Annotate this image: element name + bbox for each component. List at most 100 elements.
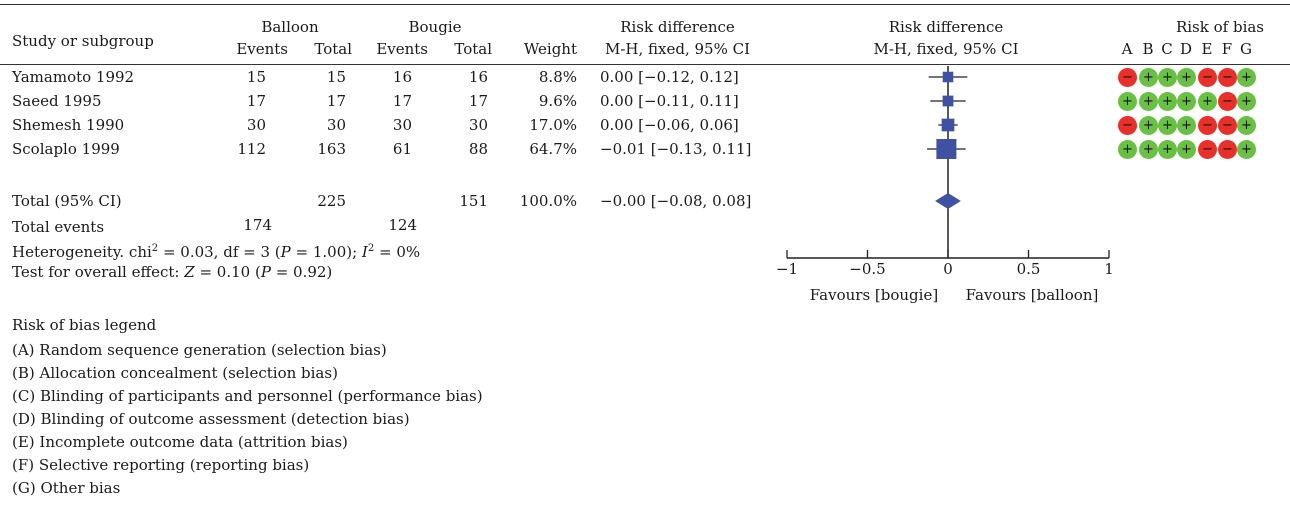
total-weight: 100.0%	[519, 192, 577, 210]
rob-letter-g: G	[1240, 40, 1252, 58]
plot-header-method: M-H, fixed, 95% CI	[873, 40, 1019, 58]
x-tick-label: 0	[943, 260, 953, 278]
study-total-1: 30	[326, 116, 346, 134]
x-tick-label: −1	[775, 260, 799, 278]
rob-dot-g: +	[1237, 68, 1256, 87]
study-ci: 0.00 [−0.12, 0.12]	[600, 68, 739, 86]
rd-header-title: Risk difference	[620, 18, 735, 36]
header-rule	[0, 64, 1290, 65]
rob-legend-title: Risk of bias legend	[12, 316, 157, 334]
rob-legend-item: (D) Blinding of outcome assessment (dete…	[12, 410, 410, 428]
rob-dot-f: −	[1218, 68, 1237, 87]
rob-dot-b: +	[1139, 92, 1158, 111]
rob-dot-f: −	[1218, 92, 1237, 111]
weight-header: Weight	[523, 40, 577, 58]
favours-left-label: Favours [bougie]	[809, 286, 939, 304]
group2-header: Bougie	[408, 18, 462, 36]
group1-header: Balloon	[261, 18, 319, 36]
rob-dot-a: +	[1118, 92, 1137, 111]
rob-dot-f: −	[1218, 140, 1237, 159]
study-total-1: 15	[326, 68, 346, 86]
rob-letter-a: A	[1121, 40, 1133, 58]
study-total-1: 163	[317, 140, 346, 158]
study-total-2: 17	[468, 92, 488, 110]
rob-dot-c: +	[1158, 140, 1177, 159]
rob-letter-f: F	[1221, 40, 1233, 58]
rob-dot-c: +	[1158, 116, 1177, 135]
total-label: Total (95% CI)	[12, 192, 122, 210]
rob-legend-item: (G) Other bias	[12, 479, 121, 497]
study-total-1: 17	[326, 92, 346, 110]
rob-dot-b: +	[1139, 140, 1158, 159]
rob-dot-e: −	[1198, 116, 1217, 135]
rob-dot-g: +	[1237, 140, 1256, 159]
study-events-1: 30	[246, 116, 266, 134]
rob-legend-item: (C) Blinding of participants and personn…	[12, 387, 483, 405]
favours-right-label: Favours [balloon]	[965, 286, 1099, 304]
study-column-header: Study or subgroup	[12, 32, 154, 50]
rob-dot-g: +	[1237, 92, 1256, 111]
study-weight: 8.8%	[538, 68, 577, 86]
rob-dot-a: −	[1118, 68, 1137, 87]
rob-dot-d: +	[1177, 68, 1196, 87]
study-name: Scolaplo 1999	[12, 140, 120, 158]
total-header-1: Total	[314, 40, 352, 58]
rob-dot-c: +	[1158, 68, 1177, 87]
rob-dot-d: +	[1177, 140, 1196, 159]
total-header-2: Total	[454, 40, 492, 58]
total-n1: 225	[317, 192, 346, 210]
events-header-1: Events	[236, 40, 288, 58]
study-weight: 17.0%	[529, 116, 577, 134]
rob-dot-f: −	[1218, 116, 1237, 135]
rob-dot-c: +	[1158, 92, 1177, 111]
study-name: Yamamoto 1992	[12, 68, 135, 86]
study-events-1: 17	[246, 92, 266, 110]
study-events-2: 61	[392, 140, 412, 158]
study-total-2: 16	[468, 68, 488, 86]
study-ci: −0.01 [−0.13, 0.11]	[600, 140, 752, 158]
rob-letter-e: E	[1201, 40, 1213, 58]
rob-letter-c: C	[1161, 40, 1173, 58]
plot-header-title: Risk difference	[888, 18, 1004, 36]
study-total-2: 30	[468, 116, 488, 134]
study-point-estimate	[941, 118, 955, 132]
rob-letter-d: D	[1179, 40, 1193, 58]
x-tick-label: 1	[1104, 260, 1114, 278]
study-events-1: 15	[246, 68, 266, 86]
rob-header-title: Risk of bias	[1175, 18, 1265, 36]
rob-legend-item: (B) Allocation concealment (selection bi…	[12, 364, 338, 382]
rob-legend-item: (F) Selective reporting (reporting bias)	[12, 456, 310, 474]
rob-dot-b: +	[1139, 116, 1158, 135]
overall-effect-text: Test for overall effect: Z = 0.10 (P = 0…	[12, 263, 333, 281]
rob-dot-d: +	[1177, 92, 1196, 111]
study-total-2: 88	[468, 140, 488, 158]
study-events-2: 30	[392, 116, 412, 134]
total-events-1: 174	[243, 216, 272, 234]
study-weight: 64.7%	[529, 140, 577, 158]
rob-dot-b: +	[1139, 68, 1158, 87]
total-n2: 151	[459, 192, 488, 210]
top-rule	[0, 4, 1290, 5]
heterogeneity-text: Heterogeneity. chi2 = 0.03, df = 3 (P = …	[12, 243, 421, 261]
rob-dot-a: +	[1118, 140, 1137, 159]
rd-header-method: M-H, fixed, 95% CI	[604, 40, 751, 58]
total-events-2: 124	[388, 216, 417, 234]
rob-legend-item: (E) Incomplete outcome data (attrition b…	[12, 433, 348, 451]
rob-dot-e: −	[1198, 68, 1217, 87]
events-header-2: Events	[376, 40, 428, 58]
study-events-2: 16	[392, 68, 412, 86]
rob-legend-item: (A) Random sequence generation (selectio…	[12, 341, 387, 359]
total-events-label: Total events	[12, 218, 105, 236]
study-ci: 0.00 [−0.11, 0.11]	[600, 92, 739, 110]
total-ci: −0.00 [−0.08, 0.08]	[600, 192, 752, 210]
rob-dot-e: +	[1198, 92, 1217, 111]
study-point-estimate	[942, 71, 954, 83]
rob-dot-d: +	[1177, 116, 1196, 135]
study-weight: 9.6%	[538, 92, 577, 110]
study-point-estimate	[936, 139, 957, 159]
study-name: Shemesh 1990	[12, 116, 125, 134]
rob-dot-a: −	[1118, 116, 1137, 135]
rob-letter-b: B	[1142, 40, 1154, 58]
